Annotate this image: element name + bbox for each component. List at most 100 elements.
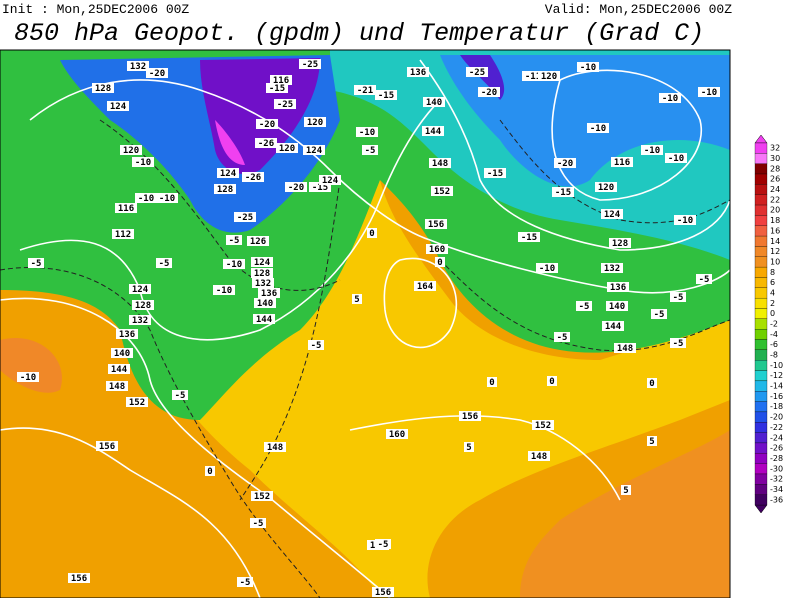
label-box xyxy=(96,441,118,451)
label-box xyxy=(670,292,686,302)
label-box xyxy=(107,101,129,111)
colorbar-label: -20 xyxy=(770,413,783,422)
label-box xyxy=(28,258,44,268)
contour xyxy=(383,257,458,349)
warm-region xyxy=(0,180,730,598)
label-box xyxy=(595,182,617,192)
contour-label: -5 xyxy=(699,275,710,285)
contour-label: 112 xyxy=(115,230,131,240)
colorbar-swatch xyxy=(754,442,768,454)
colorbar-label: 20 xyxy=(770,206,780,215)
contour-label: 5 xyxy=(354,295,359,305)
contour-label: 136 xyxy=(610,283,626,293)
contour-label: 148 xyxy=(109,382,125,392)
label-box xyxy=(674,215,696,225)
label-box xyxy=(285,182,307,192)
colorbar-label: 30 xyxy=(770,154,780,163)
contour xyxy=(349,415,621,501)
label-box xyxy=(270,75,292,85)
colorbar-arrow xyxy=(754,134,768,144)
label-box xyxy=(17,372,39,382)
contour-label: 124 xyxy=(110,102,127,112)
contour-label: 156 xyxy=(71,574,87,584)
label-box xyxy=(641,145,663,155)
label-box xyxy=(274,99,296,109)
contour-label: -20 xyxy=(557,159,573,169)
colorbar-swatch xyxy=(754,297,768,309)
contour-label: -20 xyxy=(259,120,275,130)
colorbar-swatch xyxy=(754,391,768,402)
label-box xyxy=(156,193,178,203)
contour-label: -20 xyxy=(149,69,165,79)
contour-label: -5 xyxy=(240,578,251,588)
colorbar-label: -28 xyxy=(770,454,783,463)
contour-label: 164 xyxy=(417,282,434,292)
label-box xyxy=(478,87,500,97)
label-box xyxy=(132,157,154,167)
label-box xyxy=(698,87,720,97)
colorbar-swatch xyxy=(754,287,768,299)
contour xyxy=(19,99,441,341)
contour-label: 144 xyxy=(256,315,273,325)
label-box xyxy=(464,442,474,452)
contour-label: 140 xyxy=(114,349,130,359)
contour-label: -10 xyxy=(677,216,693,226)
contour-label: -10 xyxy=(644,146,660,156)
contour-label: -15 xyxy=(521,233,537,243)
contour-label: 120 xyxy=(598,183,614,193)
colorbar-label: -32 xyxy=(770,475,783,484)
contour-label: 140 xyxy=(257,299,273,309)
label-box xyxy=(111,348,133,358)
contour-label: 124 xyxy=(604,210,621,220)
colorbar-swatch xyxy=(754,246,768,257)
label-box xyxy=(554,332,570,342)
label-box xyxy=(303,145,325,155)
label-box xyxy=(115,203,137,213)
contour-label: -10 xyxy=(138,194,154,204)
label-box xyxy=(132,300,154,310)
label-box xyxy=(484,168,506,178)
label-box xyxy=(407,67,429,77)
contour-label: 0 xyxy=(549,377,554,387)
contour-label: -5 xyxy=(311,341,322,351)
colorbar: 32302826242220181614121086420-2-4-6-8-10… xyxy=(754,134,783,514)
label-box xyxy=(129,284,151,294)
colorbar-label: 14 xyxy=(770,237,780,246)
contour-label: -5 xyxy=(365,146,376,156)
colorbar-swatch xyxy=(754,318,768,330)
contour-label: -5 xyxy=(175,391,186,401)
contour-label: -10 xyxy=(226,260,242,270)
colorbar-swatch xyxy=(754,401,768,413)
contour-label: 116 xyxy=(614,158,630,168)
label-box xyxy=(607,282,629,292)
colorbar-swatch xyxy=(754,277,768,288)
colorbar-label: -12 xyxy=(770,371,783,380)
label-box xyxy=(258,288,280,298)
label-box xyxy=(459,411,481,421)
contour-label: 136 xyxy=(261,289,277,299)
contour-label: -15 xyxy=(312,183,328,193)
contour-label: 0 xyxy=(489,378,494,388)
contour-label: -10 xyxy=(580,63,596,73)
contour-label: 144 xyxy=(605,322,622,332)
init-time: Init : Mon,25DEC2006 00Z xyxy=(2,2,189,17)
label-box xyxy=(129,315,151,325)
contour-label: -5 xyxy=(159,259,170,269)
colorbar-label: 6 xyxy=(770,278,775,287)
colorbar-swatch xyxy=(754,225,768,237)
label-box xyxy=(226,235,242,245)
colorbar-label: -22 xyxy=(770,423,783,432)
contour-label: -25 xyxy=(302,60,318,70)
colorbar-label: -18 xyxy=(770,402,783,411)
colorbar-arrow xyxy=(754,504,768,514)
contour-label: -20 xyxy=(288,183,304,193)
label-box xyxy=(425,219,447,229)
contour-label: 148 xyxy=(531,452,547,462)
contour-label: -15 xyxy=(487,169,503,179)
isotherm xyxy=(439,259,731,352)
contour-label: 120 xyxy=(541,72,557,82)
contour-label: -10 xyxy=(662,94,678,104)
colorbar-label: 16 xyxy=(770,226,780,235)
colorbar-swatch xyxy=(754,370,768,382)
